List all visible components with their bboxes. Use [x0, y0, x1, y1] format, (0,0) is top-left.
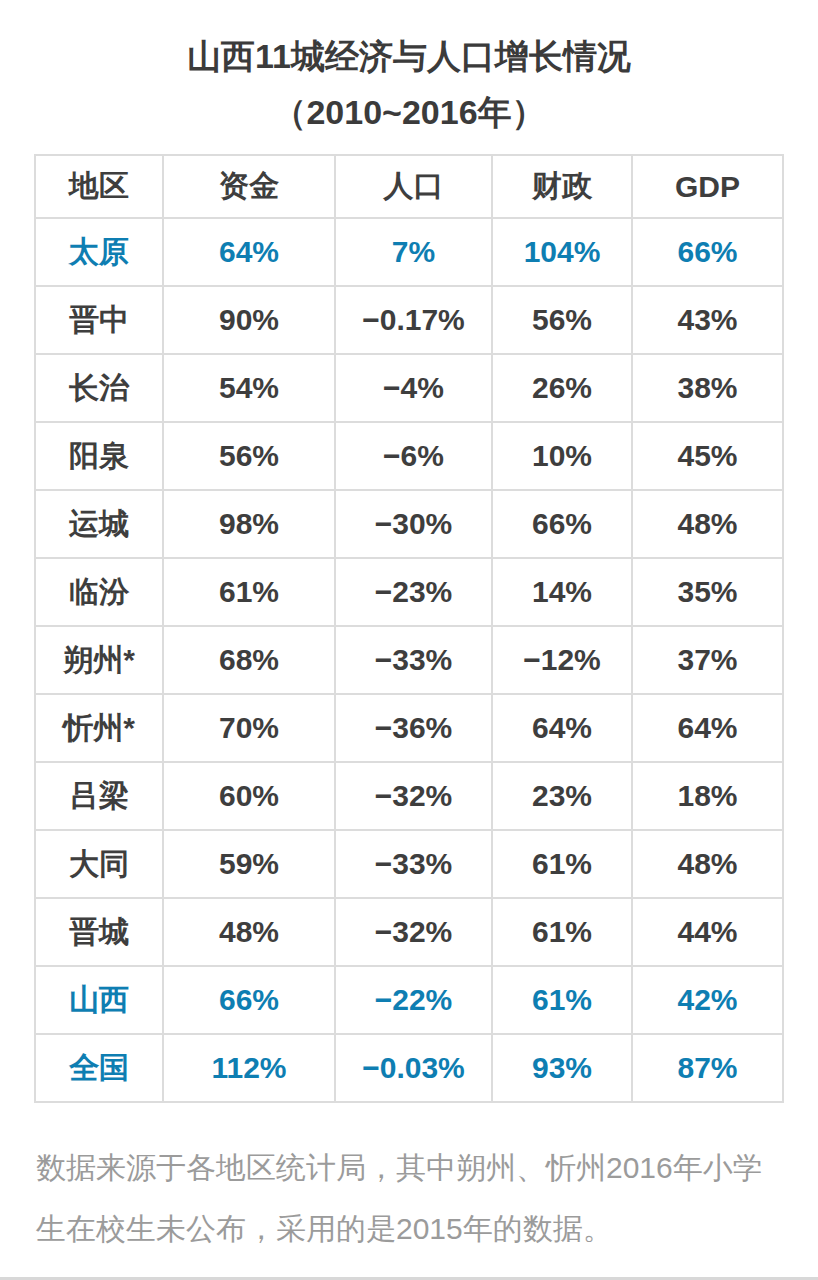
value-cell: 38% — [632, 354, 783, 422]
column-header-fiscal: 财政 — [492, 155, 632, 218]
value-cell: 7% — [335, 218, 492, 286]
title-line-1: 山西11城经济与人口增长情况 — [0, 28, 818, 84]
region-cell: 全国 — [35, 1034, 163, 1102]
footnote: 数据来源于各地区统计局，其中朔州、忻州2016年小学生在校生未公布，采用的是20… — [36, 1137, 782, 1259]
column-header-region: 地区 — [35, 155, 163, 218]
column-header-population: 人口 — [335, 155, 492, 218]
value-cell: 35% — [632, 558, 783, 626]
data-table: 地区 资金 人口 财政 GDP 太原 64% 7% 104% 66% 晋中 90… — [34, 154, 784, 1103]
value-cell: 18% — [632, 762, 783, 830]
value-cell: 66% — [492, 490, 632, 558]
region-cell: 忻州* — [35, 694, 163, 762]
value-cell: 87% — [632, 1034, 783, 1102]
region-cell: 阳泉 — [35, 422, 163, 490]
value-cell: −0.17% — [335, 286, 492, 354]
value-cell: −32% — [335, 762, 492, 830]
value-cell: 10% — [492, 422, 632, 490]
value-cell: −22% — [335, 966, 492, 1034]
value-cell: 90% — [163, 286, 335, 354]
infographic-page: 山西11城经济与人口增长情况 （2010~2016年） 地区 资金 人口 财政 … — [0, 28, 818, 1259]
value-cell: 66% — [632, 218, 783, 286]
header-row: 地区 资金 人口 财政 GDP — [35, 155, 783, 218]
value-cell: 64% — [492, 694, 632, 762]
value-cell: 61% — [492, 830, 632, 898]
region-cell: 朔州* — [35, 626, 163, 694]
value-cell: −0.03% — [335, 1034, 492, 1102]
table-row-changzhi: 长治 54% −4% 26% 38% — [35, 354, 783, 422]
value-cell: 60% — [163, 762, 335, 830]
region-cell: 长治 — [35, 354, 163, 422]
value-cell: 14% — [492, 558, 632, 626]
table-row-shanxi: 山西 66% −22% 61% 42% — [35, 966, 783, 1034]
region-cell: 大同 — [35, 830, 163, 898]
table-row-yangquan: 阳泉 56% −6% 10% 45% — [35, 422, 783, 490]
value-cell: 93% — [492, 1034, 632, 1102]
value-cell: 104% — [492, 218, 632, 286]
value-cell: 23% — [492, 762, 632, 830]
value-cell: 112% — [163, 1034, 335, 1102]
table-row-jinzhong: 晋中 90% −0.17% 56% 43% — [35, 286, 783, 354]
table-row-yuncheng: 运城 98% −30% 66% 48% — [35, 490, 783, 558]
table-row-lvliang: 吕梁 60% −32% 23% 18% — [35, 762, 783, 830]
value-cell: −32% — [335, 898, 492, 966]
table-row-linfen: 临汾 61% −23% 14% 35% — [35, 558, 783, 626]
title-line-2: （2010~2016年） — [0, 84, 818, 140]
region-cell: 吕梁 — [35, 762, 163, 830]
value-cell: −33% — [335, 626, 492, 694]
region-cell: 山西 — [35, 966, 163, 1034]
value-cell: 43% — [632, 286, 783, 354]
table-row-xinzhou: 忻州* 70% −36% 64% 64% — [35, 694, 783, 762]
value-cell: 44% — [632, 898, 783, 966]
value-cell: −6% — [335, 422, 492, 490]
value-cell: 42% — [632, 966, 783, 1034]
value-cell: 64% — [163, 218, 335, 286]
table-row-jincheng: 晋城 48% −32% 61% 44% — [35, 898, 783, 966]
value-cell: 61% — [163, 558, 335, 626]
table-row-datong: 大同 59% −33% 61% 48% — [35, 830, 783, 898]
value-cell: −23% — [335, 558, 492, 626]
region-cell: 运城 — [35, 490, 163, 558]
column-header-capital: 资金 — [163, 155, 335, 218]
table-row-national: 全国 112% −0.03% 93% 87% — [35, 1034, 783, 1102]
value-cell: 59% — [163, 830, 335, 898]
value-cell: 61% — [492, 898, 632, 966]
page-title: 山西11城经济与人口增长情况 （2010~2016年） — [0, 28, 818, 140]
value-cell: 48% — [632, 490, 783, 558]
region-cell: 临汾 — [35, 558, 163, 626]
value-cell: 48% — [163, 898, 335, 966]
value-cell: −36% — [335, 694, 492, 762]
value-cell: 98% — [163, 490, 335, 558]
region-cell: 晋中 — [35, 286, 163, 354]
value-cell: 48% — [632, 830, 783, 898]
table-row-shuozhou: 朔州* 68% −33% −12% 37% — [35, 626, 783, 694]
value-cell: −12% — [492, 626, 632, 694]
value-cell: 54% — [163, 354, 335, 422]
region-cell: 太原 — [35, 218, 163, 286]
value-cell: 61% — [492, 966, 632, 1034]
column-header-gdp: GDP — [632, 155, 783, 218]
value-cell: 37% — [632, 626, 783, 694]
value-cell: −4% — [335, 354, 492, 422]
value-cell: 56% — [492, 286, 632, 354]
value-cell: 45% — [632, 422, 783, 490]
value-cell: 64% — [632, 694, 783, 762]
value-cell: 56% — [163, 422, 335, 490]
value-cell: −30% — [335, 490, 492, 558]
table-row-taiyuan: 太原 64% 7% 104% 66% — [35, 218, 783, 286]
value-cell: 66% — [163, 966, 335, 1034]
value-cell: 68% — [163, 626, 335, 694]
value-cell: 26% — [492, 354, 632, 422]
region-cell: 晋城 — [35, 898, 163, 966]
value-cell: −33% — [335, 830, 492, 898]
value-cell: 70% — [163, 694, 335, 762]
